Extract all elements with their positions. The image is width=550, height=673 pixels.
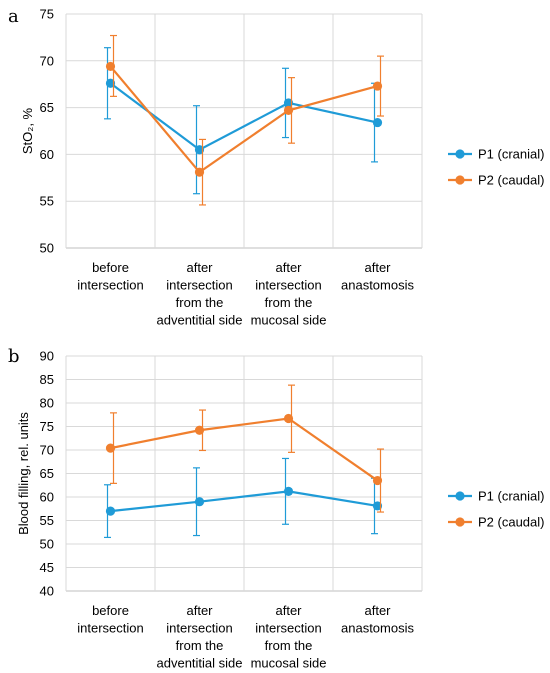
y-tick-label: 55 (40, 513, 54, 528)
y-tick-label: 80 (40, 396, 54, 411)
x-category-label: after (275, 260, 302, 275)
data-point (283, 105, 294, 116)
data-point (105, 78, 116, 88)
y-tick-label: 45 (40, 560, 54, 575)
y-axis-label: StO₂, % (20, 107, 35, 154)
data-point (283, 413, 294, 424)
legend-marker (455, 149, 465, 159)
x-category-label: after (364, 260, 391, 275)
legend-marker (455, 491, 465, 501)
data-point (372, 475, 383, 486)
y-axis-label: Blood filling, rel. units (16, 412, 31, 535)
y-tick-label: 70 (40, 53, 54, 68)
x-category-label: after (186, 603, 213, 618)
y-tick-label: 50 (40, 537, 54, 552)
data-point (372, 501, 383, 511)
data-point (372, 81, 383, 91)
x-category-label: mucosal side (251, 313, 327, 328)
data-point (372, 117, 383, 128)
x-category-label: anastomosis (341, 621, 414, 636)
data-point (105, 61, 116, 72)
x-category-label: adventitial side (157, 313, 243, 328)
x-category-label: before (92, 603, 129, 618)
x-category-label: intersection (166, 278, 232, 293)
x-category-label: anastomosis (341, 278, 414, 293)
legend-marker (455, 175, 465, 185)
legend-label: P1 (cranial) (478, 489, 544, 504)
x-category-label: after (364, 603, 391, 618)
y-tick-label: 65 (40, 466, 54, 481)
y-tick-label: 50 (40, 241, 54, 256)
x-category-label: adventitial side (157, 656, 243, 671)
x-category-label: intersection (166, 621, 232, 636)
legend-label: P2 (caudal) (478, 173, 544, 188)
panel-label-a: a (8, 6, 19, 27)
y-tick-label: 75 (40, 419, 54, 434)
y-tick-label: 70 (40, 443, 54, 458)
x-category-label: intersection (77, 621, 143, 636)
data-point (194, 167, 205, 177)
x-category-label: from the (265, 295, 313, 310)
data-point (105, 506, 116, 516)
x-category-label: intersection (77, 278, 143, 293)
x-category-label: intersection (255, 278, 321, 293)
data-point (194, 497, 205, 507)
y-tick-label: 60 (40, 147, 54, 162)
legend-label: P2 (caudal) (478, 515, 544, 530)
data-point (194, 145, 205, 155)
x-category-label: intersection (255, 621, 321, 636)
data-point (105, 443, 116, 453)
x-category-label: from the (176, 295, 224, 310)
series-line (110, 490, 378, 513)
series-line (109, 65, 378, 174)
data-point (283, 486, 294, 496)
legend-label: P1 (cranial) (478, 147, 544, 162)
x-category-label: after (275, 603, 302, 618)
y-tick-label: 65 (40, 100, 54, 115)
y-tick-label: 85 (40, 372, 54, 387)
x-category-label: mucosal side (251, 656, 327, 671)
y-tick-label: 75 (40, 7, 54, 22)
x-category-label: from the (265, 638, 313, 653)
x-category-label: from the (176, 638, 224, 653)
data-point (283, 98, 294, 108)
series-line (109, 82, 378, 152)
x-category-label: after (186, 260, 213, 275)
y-tick-label: 40 (40, 584, 54, 599)
x-category-label: before (92, 260, 129, 275)
series-line (110, 417, 379, 482)
y-tick-label: 60 (40, 490, 54, 505)
y-tick-label: 90 (40, 349, 54, 364)
y-tick-label: 55 (40, 194, 54, 209)
panel-label-b: b (8, 346, 20, 367)
data-point (194, 425, 205, 435)
legend-marker (455, 517, 465, 527)
